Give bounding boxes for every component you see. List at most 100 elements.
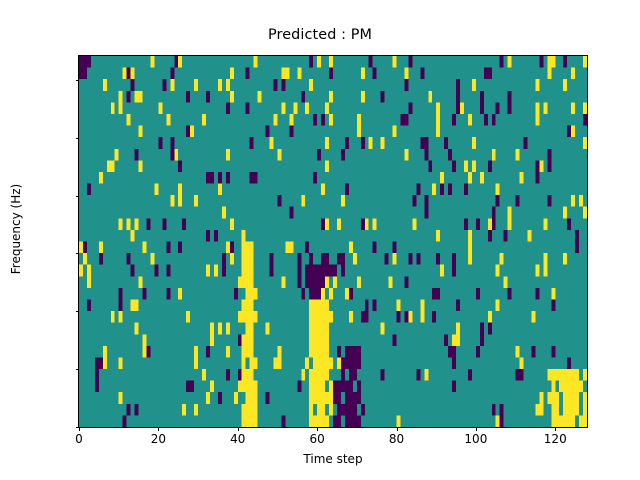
heatmap-cell	[543, 264, 548, 277]
x-tick-mark	[158, 427, 160, 431]
heatmap-cell	[547, 392, 560, 404]
heatmap-cell	[420, 67, 425, 80]
heatmap-cell	[416, 253, 421, 265]
heatmap-cell	[392, 125, 397, 138]
heatmap-cell	[436, 102, 441, 114]
heatmap-cell	[297, 276, 302, 288]
heatmap-cell	[467, 241, 472, 254]
heatmap-cell	[491, 218, 496, 230]
heatmap-cell	[436, 113, 441, 126]
heatmap-cell	[448, 183, 453, 196]
heatmap-cell	[515, 148, 520, 161]
heatmap-cell	[265, 322, 270, 335]
heatmap-cell	[583, 56, 587, 68]
heatmap-cell	[507, 56, 512, 68]
heatmap-cell	[241, 415, 258, 427]
heatmap-cell	[583, 369, 587, 381]
heatmap-cell	[130, 264, 135, 277]
heatmap-cell	[543, 102, 548, 114]
heatmap-cell	[309, 345, 330, 358]
heatmap-cell	[313, 113, 318, 126]
heatmap-cell	[225, 171, 230, 184]
heatmap-cell	[333, 276, 337, 288]
heatmap-cell	[527, 229, 532, 242]
heatmap-cell	[440, 183, 445, 196]
heatmap-axes	[78, 55, 588, 428]
heatmap-cell	[190, 125, 195, 138]
heatmap-cell	[110, 311, 115, 323]
heatmap-cell	[360, 218, 365, 230]
heatmap-cell	[479, 334, 484, 346]
heatmap-cell	[344, 392, 361, 404]
heatmap-cell	[229, 90, 234, 103]
heatmap-cell	[289, 206, 294, 219]
heatmap-cell	[479, 171, 484, 184]
heatmap-cell	[392, 241, 397, 254]
heatmap-cell	[281, 102, 286, 114]
heatmap-cell	[495, 264, 500, 277]
heatmap-cell	[499, 415, 504, 427]
heatmap-cell	[206, 90, 210, 103]
heatmap-cell	[225, 241, 230, 254]
heatmap-cell	[178, 183, 183, 196]
heatmap-cell	[325, 218, 330, 230]
heatmap-cell	[269, 253, 274, 265]
heatmap-cell	[336, 345, 341, 358]
heatmap-cell	[579, 415, 587, 427]
heatmap-cell	[463, 183, 468, 196]
heatmap-cell	[432, 183, 437, 196]
heatmap-cell	[467, 113, 472, 126]
heatmap-cell	[313, 357, 333, 370]
heatmap-cell	[154, 264, 159, 277]
heatmap-cell	[309, 415, 330, 427]
heatmap-cell	[551, 345, 556, 358]
heatmap-cell	[126, 218, 131, 230]
heatmap-cell	[368, 137, 373, 149]
heatmap-cell	[321, 253, 330, 265]
heatmap-cell	[225, 369, 230, 381]
heatmap-cell	[479, 322, 484, 335]
heatmap-cell	[277, 148, 282, 161]
heatmap-cell	[221, 206, 226, 219]
heatmap-cell	[547, 148, 552, 161]
heatmap-cell	[225, 79, 230, 91]
heatmap-cell	[336, 357, 341, 370]
heatmap-cell	[495, 102, 500, 114]
heatmap-cell	[535, 160, 540, 172]
heatmap-cell	[372, 67, 377, 80]
heatmap-cell	[174, 148, 179, 161]
heatmap-cell	[162, 218, 167, 230]
heatmap-cell	[583, 102, 587, 114]
heatmap-cell	[150, 253, 155, 265]
heatmap-cell	[309, 403, 314, 416]
heatmap-cell	[551, 299, 556, 312]
heatmap-cell	[460, 102, 464, 114]
heatmap-cell	[213, 229, 218, 242]
heatmap-cell	[535, 403, 544, 416]
heatmap-cell	[186, 90, 191, 103]
heatmap-cell	[424, 148, 429, 161]
heatmap-cell	[487, 160, 492, 172]
heatmap-cell	[281, 276, 286, 288]
heatmap-cell	[448, 148, 453, 161]
heatmap-cell	[372, 218, 377, 230]
heatmap-cell	[118, 311, 123, 323]
heatmap-cell	[563, 79, 568, 91]
heatmap-cell	[194, 357, 199, 370]
heatmap-cell	[98, 171, 103, 184]
heatmap-cell	[571, 125, 576, 138]
heatmap-cell	[297, 67, 302, 80]
heatmap-cell	[404, 276, 409, 288]
heatmap-cell	[253, 56, 258, 68]
heatmap-cell	[118, 392, 123, 404]
heatmap-cell	[269, 264, 274, 277]
heatmap-cell	[436, 229, 441, 242]
heatmap-cell	[495, 299, 500, 312]
y-tick-mark	[75, 79, 79, 81]
heatmap-cell	[539, 160, 544, 172]
heatmap-cell	[237, 334, 242, 346]
heatmap-cell	[499, 56, 504, 68]
heatmap-cell	[456, 299, 460, 312]
heatmap-cell	[551, 287, 556, 300]
